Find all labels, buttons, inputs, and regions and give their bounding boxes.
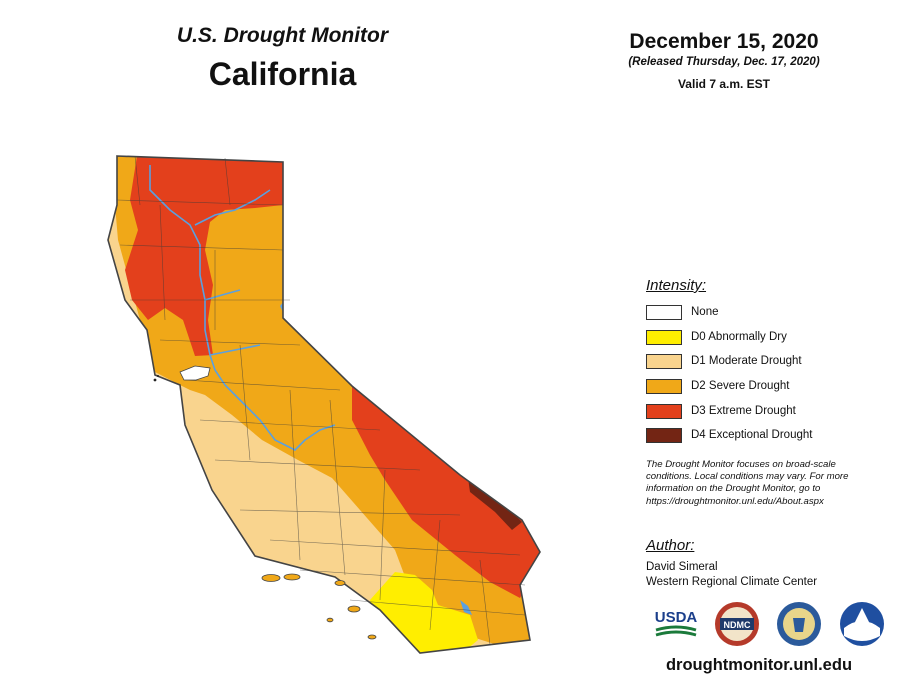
author-organization: Western Regional Climate Center	[646, 576, 818, 588]
legend-label: D4 Exceptional Drought	[691, 429, 813, 441]
channel-islands	[261, 573, 377, 640]
salton-sea	[460, 600, 472, 615]
california-outline	[107, 155, 541, 654]
river-network	[149, 165, 336, 451]
legend-label: None	[691, 306, 719, 318]
disclaimer-note: The Drought Monitor focuses on broad-sca…	[646, 459, 849, 507]
legend-label: D0 Abnormally Dry	[691, 331, 787, 343]
legend-label: D3 Extreme Drought	[691, 405, 796, 417]
legend-swatch	[646, 329, 682, 345]
legend-item: None	[646, 302, 719, 322]
d3-zone-east	[352, 386, 540, 598]
legend-swatch	[646, 353, 682, 369]
release-date: (Released Thursday, Dec. 17, 2020)	[628, 56, 820, 68]
legend-swatch	[646, 378, 682, 394]
author-name: David Simeral	[646, 561, 718, 573]
author-title: Author:	[646, 537, 695, 554]
usda-logo: USDA	[652, 600, 700, 648]
legend-swatch	[646, 304, 682, 320]
monitor-title: U.S. Drought Monitor	[176, 24, 389, 47]
legend-item: D1 Moderate Drought	[646, 351, 802, 371]
legend-label: D2 Severe Drought	[691, 380, 790, 392]
county-lines	[116, 155, 526, 646]
valid-time: Valid 7 a.m. EST	[677, 77, 771, 91]
legend-item: D4 Exceptional Drought	[646, 425, 812, 445]
legend-item: D2 Severe Drought	[646, 376, 789, 396]
american-river	[209, 344, 261, 356]
ndmc-logo: NDMC	[713, 600, 761, 648]
doc-seal-logo	[775, 600, 823, 648]
ndmc-logo-text: NDMC	[724, 620, 751, 630]
pit-river	[194, 189, 271, 226]
legend-label: D1 Moderate Drought	[691, 355, 802, 367]
legend-item: D3 Extreme Drought	[646, 401, 796, 421]
legend-swatch	[646, 403, 682, 419]
map-date: December 15, 2020	[629, 30, 819, 53]
feather-river	[204, 289, 241, 301]
sacramento-river	[149, 165, 216, 371]
noaa-logo	[838, 600, 886, 648]
usda-logo-text: USDA	[655, 609, 698, 626]
legend-item: D0 Abnormally Dry	[646, 327, 787, 347]
legend-swatch	[646, 427, 682, 443]
website-url[interactable]: droughtmonitor.unl.edu	[665, 656, 853, 674]
farallon-islands	[153, 375, 159, 382]
state-title: California	[208, 56, 357, 92]
sf-bay	[179, 365, 211, 381]
san-joaquin-river	[214, 369, 336, 451]
legend-title: Intensity:	[646, 277, 707, 294]
